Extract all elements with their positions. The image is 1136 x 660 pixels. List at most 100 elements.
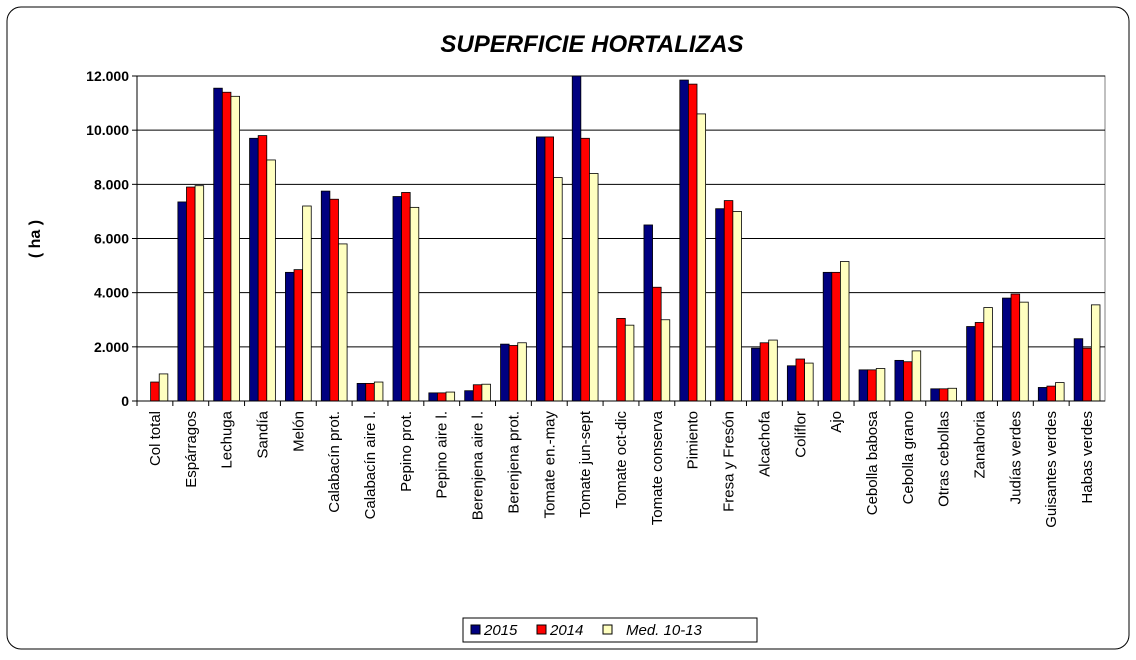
bar: [392, 196, 402, 402]
bar: [158, 373, 169, 402]
bar: [867, 369, 877, 402]
x-tick-label: Tomate en.-may: [541, 411, 558, 519]
bar: [1037, 387, 1048, 402]
x-tick-label: Habas verdes: [1079, 411, 1096, 504]
x-tick-label: Sandía: [254, 410, 271, 458]
legend-label: Med. 10-13: [626, 622, 703, 639]
bar: [652, 286, 662, 402]
y-axis-label: ( ha ): [27, 220, 44, 258]
bar: [696, 113, 707, 402]
bar: [616, 317, 626, 402]
bar: [831, 271, 841, 402]
x-tick-label: Berenjena aire l.: [470, 411, 487, 520]
bar: [186, 186, 196, 402]
bar: [365, 382, 375, 402]
bar: [221, 91, 232, 402]
bar: [1019, 301, 1029, 402]
bar: [875, 368, 886, 402]
x-tick-label: Guisantes verdes: [1043, 411, 1060, 528]
bar: [966, 326, 976, 402]
x-tick-label: Cebolla grano: [900, 411, 917, 504]
bar: [911, 350, 922, 402]
x-tick-label: Ajo: [828, 411, 845, 433]
bar: [822, 271, 833, 402]
y-tick-label: 0: [121, 393, 129, 409]
bar: [732, 211, 742, 402]
y-tick-label: 8.000: [94, 176, 129, 192]
x-tick-label: Pepino aire l.: [434, 411, 451, 499]
bar: [804, 362, 814, 402]
bar: [974, 322, 985, 402]
bar: [356, 382, 367, 402]
bar: [571, 75, 582, 402]
x-tick-label: Col total: [147, 411, 164, 466]
bar: [472, 384, 483, 402]
bar: [150, 381, 160, 402]
bar: [500, 343, 510, 402]
x-tick-label: Alcachofa: [756, 410, 773, 477]
bar: [213, 87, 223, 402]
bar: [679, 79, 689, 402]
bar: [320, 190, 331, 402]
legend-swatch: [536, 624, 547, 635]
x-tick-label: Otras cebollas: [936, 411, 953, 507]
x-tick-label: Pepino prot.: [398, 411, 415, 492]
x-tick-label: Lechuga: [219, 410, 236, 468]
y-tick-label: 6.000: [94, 231, 129, 247]
bar: [715, 208, 725, 402]
bar: [751, 347, 761, 402]
bar: [930, 388, 940, 402]
x-tick-label: Zanahoria: [972, 410, 989, 478]
bar: [1002, 297, 1012, 402]
legend-swatch: [602, 624, 613, 635]
bar: [508, 345, 519, 402]
bar: [302, 205, 312, 402]
bar: [903, 361, 913, 402]
bar: [373, 381, 384, 402]
bar: [401, 192, 411, 402]
bar: [786, 365, 797, 402]
bar: [1055, 382, 1065, 402]
bar: [983, 307, 993, 402]
bar: [249, 137, 259, 402]
bar: [624, 324, 635, 402]
bar: [409, 206, 420, 402]
bar: [177, 201, 187, 402]
bar: [947, 387, 957, 402]
bar: [293, 269, 304, 402]
legend-swatch: [470, 624, 481, 635]
bar: [894, 359, 904, 402]
bar: [1090, 304, 1101, 402]
bar: [230, 95, 240, 402]
x-tick-label: Coliflor: [792, 411, 809, 458]
legend-label: 2014: [549, 622, 583, 639]
x-tick-label: Berenjena prot.: [505, 411, 522, 514]
bar: [329, 198, 339, 402]
y-tick-label: 12.000: [86, 68, 129, 84]
bar: [723, 200, 734, 402]
bar: [481, 383, 491, 402]
x-tick-label: Tomate jun-sept: [577, 410, 594, 518]
bar: [464, 390, 474, 402]
chart-title: SUPERFICIE HORTALIZAS: [440, 31, 743, 58]
bar: [768, 339, 778, 402]
x-tick-label: Calabacín prot.: [326, 411, 343, 513]
bar: [544, 136, 554, 402]
bar: [1073, 338, 1084, 402]
x-tick-label: Tomate oct-dic: [613, 411, 630, 509]
bar: [535, 136, 546, 402]
bar: [428, 392, 438, 402]
bar: [257, 135, 268, 402]
bar: [1082, 347, 1092, 402]
x-tick-label: Calabacín aire l.: [362, 411, 379, 519]
bar: [266, 159, 276, 402]
bar: [759, 342, 770, 402]
bar: [840, 261, 850, 402]
x-tick-label: Melón: [290, 411, 307, 452]
x-tick-label: Judías verdes: [1007, 411, 1024, 504]
bar: [589, 173, 599, 402]
y-tick-label: 10.000: [86, 122, 129, 138]
bar: [338, 243, 348, 402]
